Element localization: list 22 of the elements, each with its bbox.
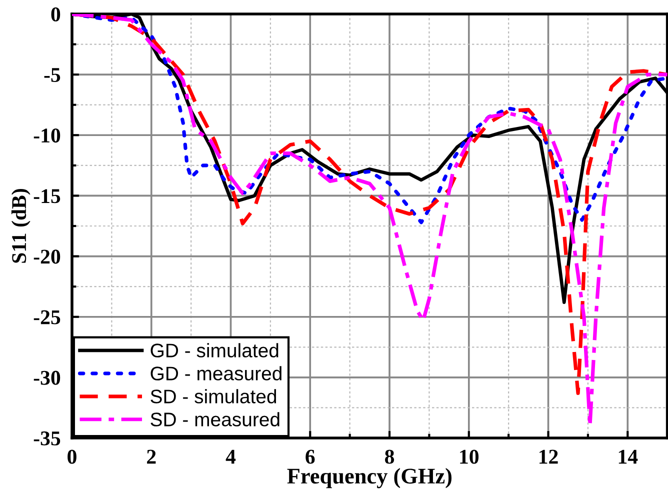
y-tick-label: -10 bbox=[34, 128, 60, 143]
x-tick-label: 12 bbox=[540, 450, 558, 464]
x-tick-label: 0 bbox=[68, 450, 76, 464]
x-tick-label: 4 bbox=[226, 450, 236, 464]
y-tick-label: 0 bbox=[51, 7, 60, 22]
x-tick-label: 2 bbox=[147, 450, 156, 464]
y-tick-label: -15 bbox=[34, 189, 60, 204]
y-tick-label: -25 bbox=[34, 310, 60, 324]
legend-label: GD - measured bbox=[150, 366, 282, 380]
x-tick-label: 6 bbox=[306, 450, 315, 464]
legend-label: SD - measured bbox=[150, 412, 280, 426]
x-tick-label: 14 bbox=[618, 450, 638, 464]
y-axis-title: S11 (dB) bbox=[11, 188, 30, 263]
y-tick-label: -30 bbox=[34, 370, 60, 385]
legend-label: SD - simulated bbox=[150, 389, 276, 404]
x-tick-label: 10 bbox=[460, 450, 479, 464]
legend-label: GD - simulated bbox=[150, 343, 278, 358]
y-tick-label: -5 bbox=[44, 68, 60, 82]
x-tick-label: 8 bbox=[384, 450, 394, 464]
x-axis-title: Frequency (GHz) bbox=[287, 468, 452, 488]
y-tick-label: -20 bbox=[34, 250, 60, 264]
y-tick-label: -35 bbox=[34, 431, 60, 446]
